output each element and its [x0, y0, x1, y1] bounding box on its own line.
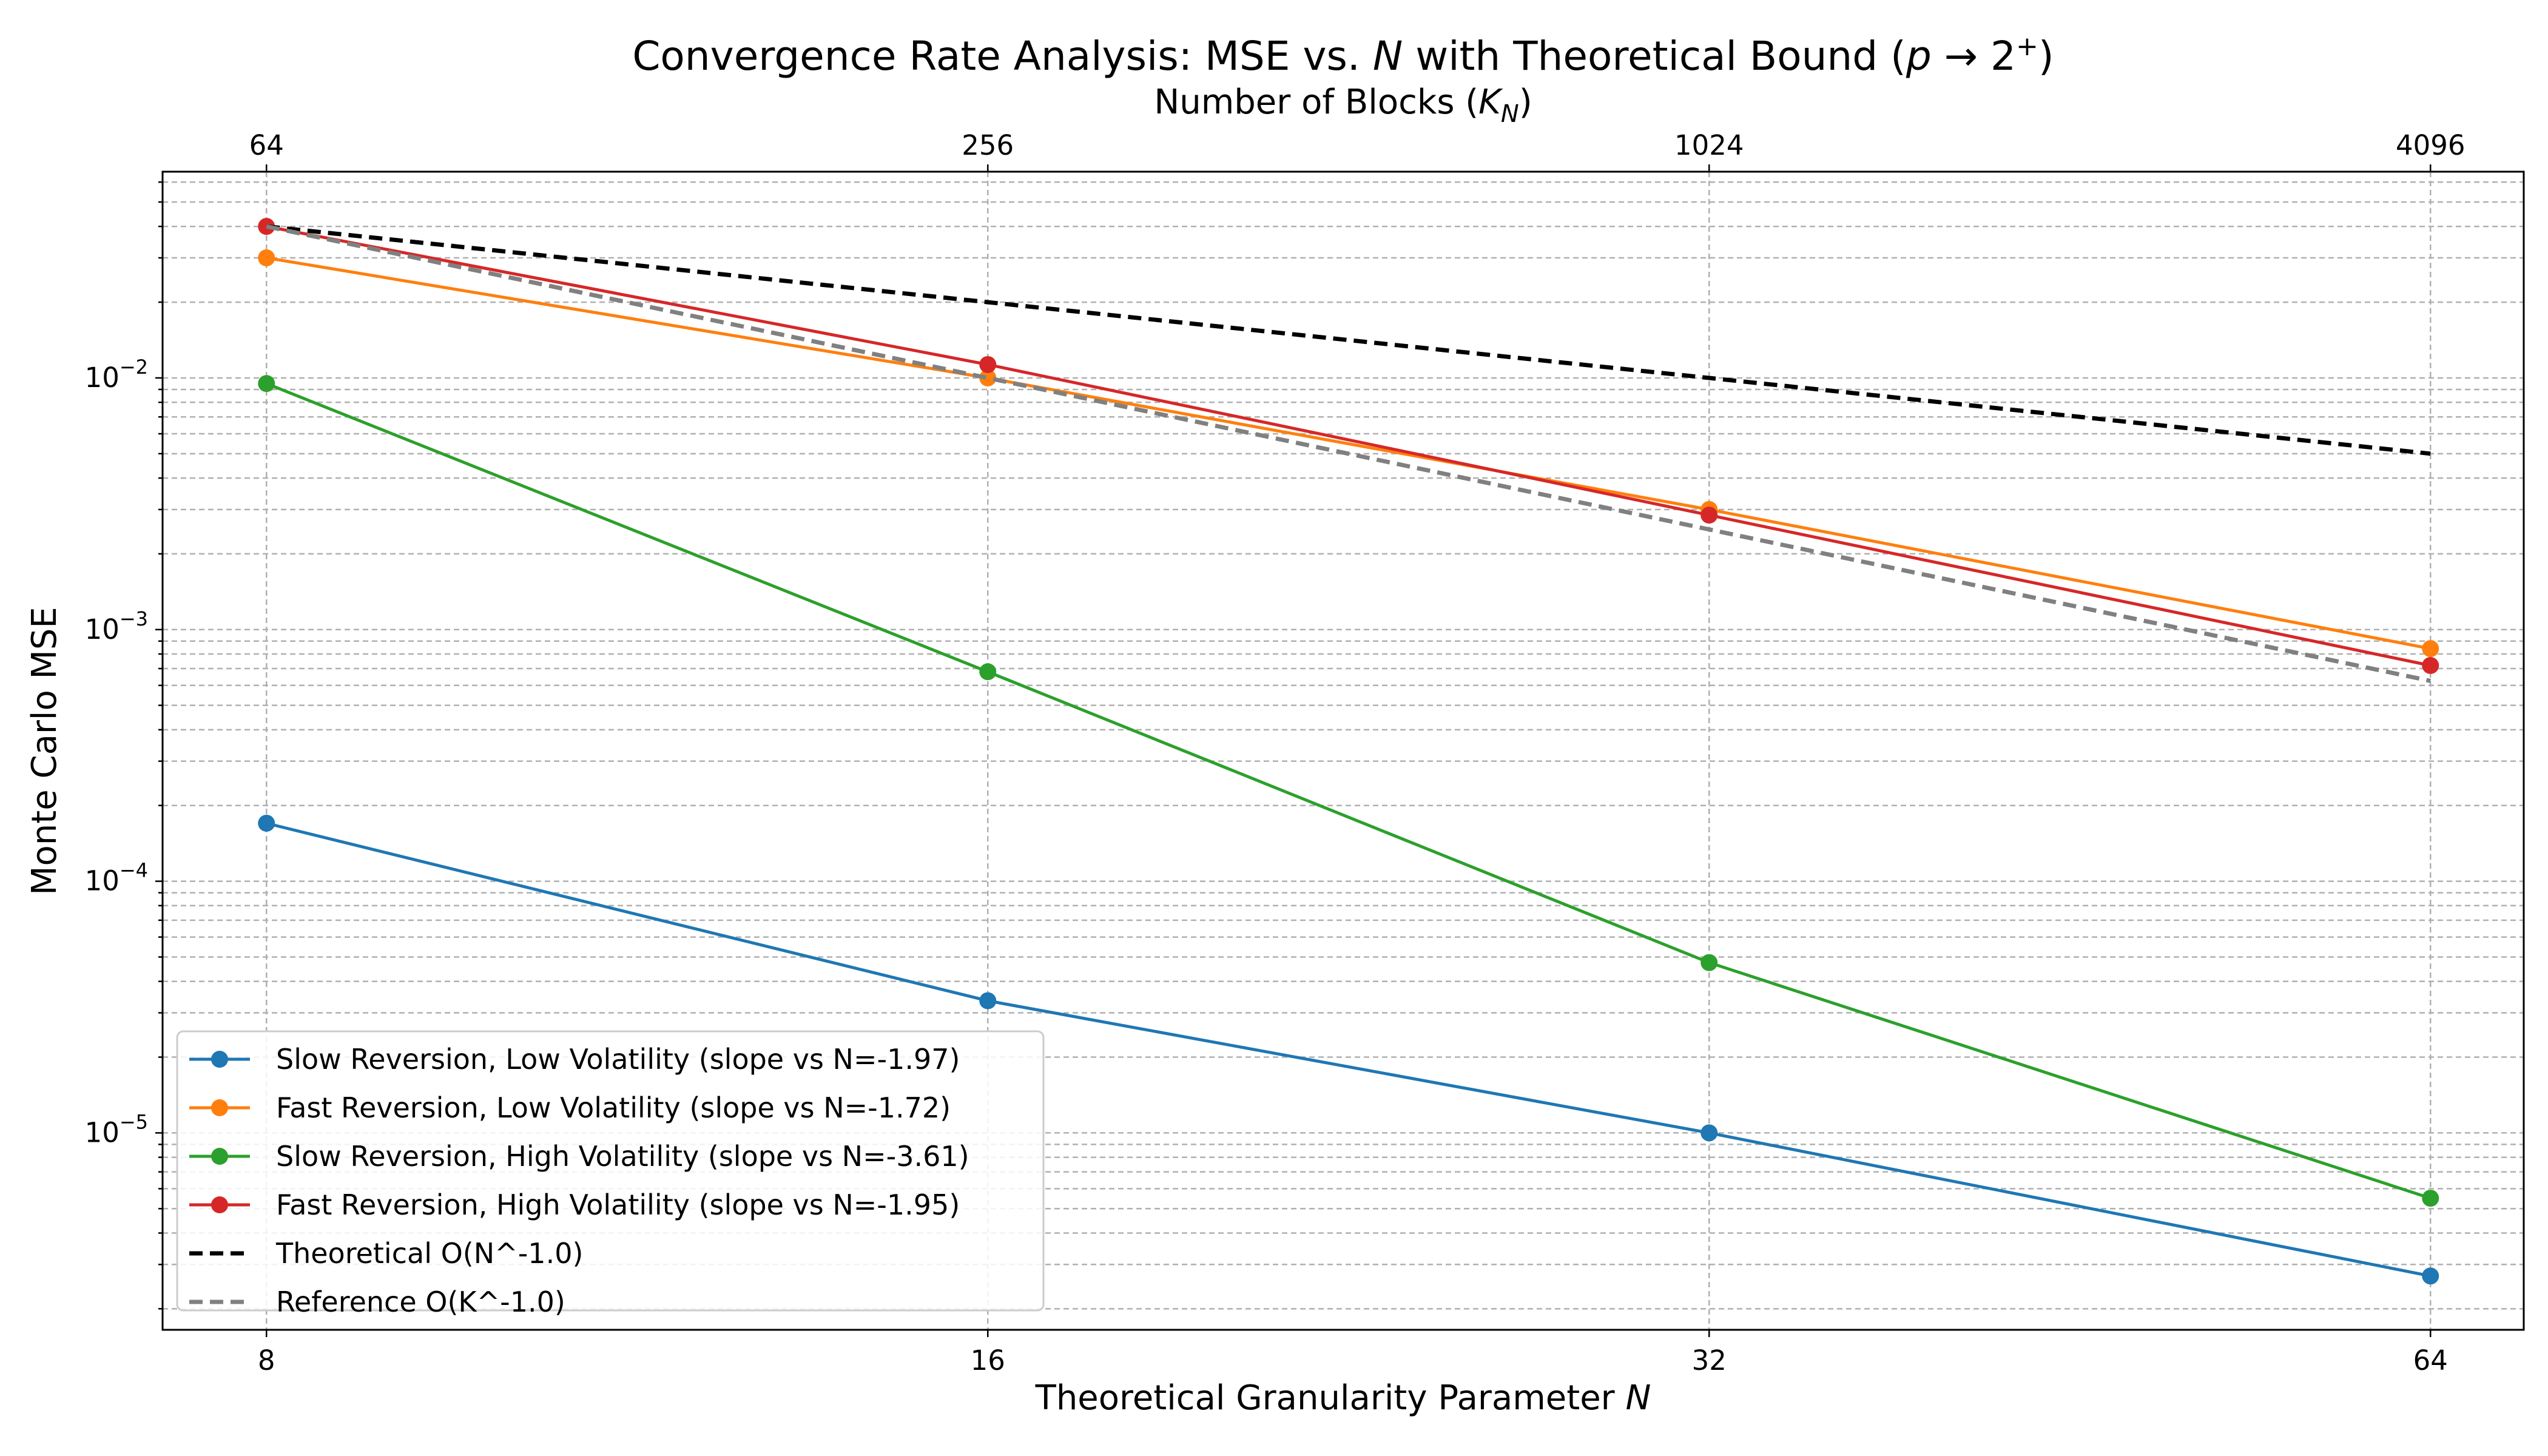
legend-marker-2: [211, 1099, 228, 1116]
grid: [163, 172, 2524, 1330]
series-line-3: [266, 382, 2432, 1200]
data-point: [979, 369, 997, 386]
series-line-6: [266, 224, 2432, 683]
chart-title: Convergence Rate Analysis: MSE vs. N wit…: [632, 31, 2054, 79]
top-x-tick-label: 1024: [1674, 129, 1744, 161]
series-line-2: [266, 256, 2431, 650]
series-line-1: [266, 821, 2431, 1278]
data-point: [1700, 954, 1718, 971]
data-point: [258, 249, 275, 267]
data-point: [2422, 656, 2439, 674]
data-point: [2422, 1190, 2439, 1207]
legend-label-5: Theoretical O(N^-1.0): [275, 1237, 583, 1270]
series-layer: [258, 218, 2439, 1285]
top-axis-label: Number of Blocks (KN): [1154, 83, 1532, 128]
data-point: [979, 992, 997, 1009]
plot-frame: [161, 170, 2525, 1331]
ticks: 8 64 16 256 32 1024 64 4096 10−5 10−4 10−3 10−2: [85, 129, 2465, 1377]
top-x-tick-label: 4096: [2396, 129, 2465, 161]
data-point: [258, 814, 275, 832]
x-axis-label: Theoretical Granularity Parameter N: [1035, 1378, 1651, 1418]
x-tick-label: 16: [971, 1344, 1005, 1377]
y-tick-label: 10−3: [85, 607, 148, 645]
top-x-tick-label: 256: [962, 129, 1014, 161]
legend-label-3: Slow Reversion, High Volatility (slope v…: [276, 1140, 969, 1173]
legend-label-2: Fast Reversion, Low Volatility (slope vs…: [276, 1091, 951, 1124]
x-tick-label: 64: [2413, 1344, 2448, 1377]
y-tick-label: 10−2: [85, 356, 148, 394]
y-axis-label: Monte Carlo MSE: [25, 607, 64, 895]
series-line-4: [266, 224, 2431, 667]
legend-box: [176, 1030, 1045, 1312]
data-point: [1700, 1124, 1718, 1142]
legend-marker-3: [211, 1148, 228, 1165]
x-tick-label: 8: [258, 1344, 275, 1377]
y-tick-label: 10−4: [85, 859, 148, 897]
data-point: [1700, 507, 1718, 524]
top-x-tick-label: 64: [249, 129, 284, 161]
legend-label-6: Reference O(K^-1.0): [276, 1286, 565, 1318]
data-point: [258, 375, 275, 393]
legend: Slow Reversion, Low Volatility (slope vs…: [176, 1030, 1045, 1318]
y-tick-label: 10−5: [85, 1110, 148, 1148]
legend-marker-1: [211, 1051, 228, 1068]
data-point: [2422, 1267, 2439, 1285]
data-point: [979, 356, 997, 373]
legend-marker-4: [211, 1196, 228, 1213]
x-tick-label: 32: [1692, 1344, 1727, 1377]
legend-label-1: Slow Reversion, Low Volatility (slope vs…: [276, 1043, 960, 1076]
data-point: [2422, 640, 2439, 658]
series-line-5: [266, 224, 2431, 456]
legend-label-4: Fast Reversion, High Volatility (slope v…: [276, 1188, 960, 1221]
data-point: [979, 663, 997, 681]
